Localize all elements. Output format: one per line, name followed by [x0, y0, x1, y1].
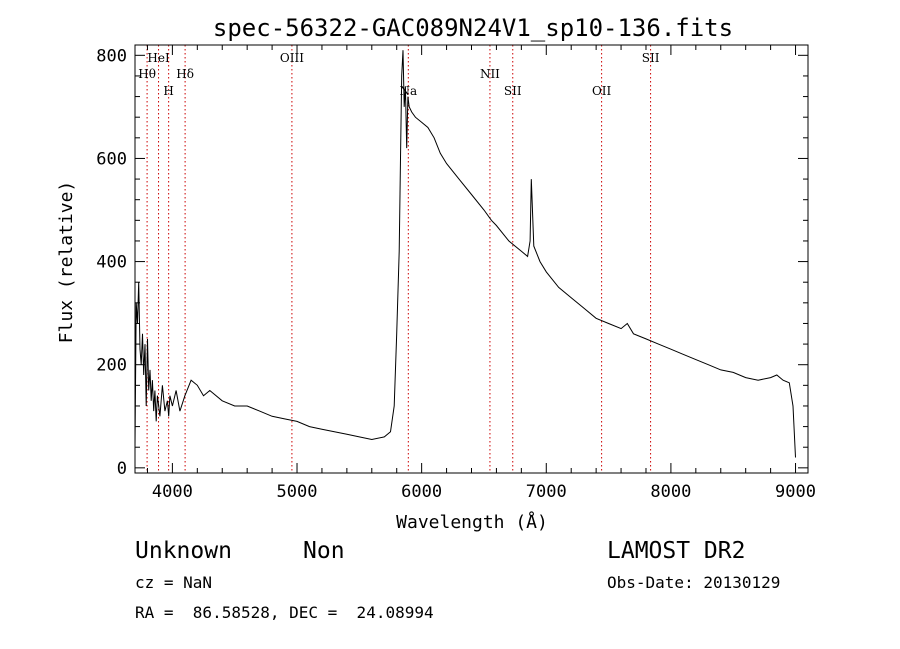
chart-title: spec-56322-GAC089N24V1_sp10-136.fits: [213, 14, 733, 42]
y-tick-label: 600: [96, 149, 127, 169]
classification-label: Unknown: [135, 538, 232, 564]
x-tick-label: 6000: [401, 482, 442, 502]
survey-label: LAMOST DR2: [607, 538, 746, 564]
x-tick-label: 9000: [775, 482, 816, 502]
x-axis-label: Wavelength (Å): [396, 511, 548, 533]
y-tick-label: 400: [96, 253, 127, 273]
subclass-label: Non: [303, 538, 345, 564]
y-tick-label: 200: [96, 356, 127, 376]
marker-label: Hθ: [138, 67, 156, 81]
marker-label: Hδ: [176, 67, 194, 81]
x-tick-label: 5000: [277, 482, 318, 502]
marker-label: SII: [504, 84, 522, 98]
y-tick-label: 800: [96, 46, 127, 66]
redshift-text: cz = NaN: [135, 573, 213, 592]
x-tick-label: 7000: [526, 482, 567, 502]
marker-label: H: [163, 84, 173, 98]
marker-label: Na: [399, 84, 417, 98]
y-tick-label: 0: [117, 459, 127, 479]
marker-label: OIII: [280, 51, 304, 65]
marker-label: OII: [592, 84, 612, 98]
x-tick-label: 8000: [650, 482, 691, 502]
spectrum-line: [134, 50, 796, 458]
spectrum-chart: spec-56322-GAC089N24V1_sp10-136.fits Hθ H…: [56, 14, 816, 533]
marker-label: HeI: [147, 51, 170, 65]
x-tick-label: 4000: [152, 482, 193, 502]
marker-label: NII: [480, 67, 500, 81]
plot-frame: [134, 44, 809, 474]
obs-date-text: Obs-Date: 20130129: [607, 573, 781, 592]
coordinates-text: RA = 86.58528, DEC = 24.08994: [135, 603, 434, 622]
marker-label: SII: [642, 51, 660, 65]
y-axis-label: Flux (relative): [56, 181, 77, 344]
